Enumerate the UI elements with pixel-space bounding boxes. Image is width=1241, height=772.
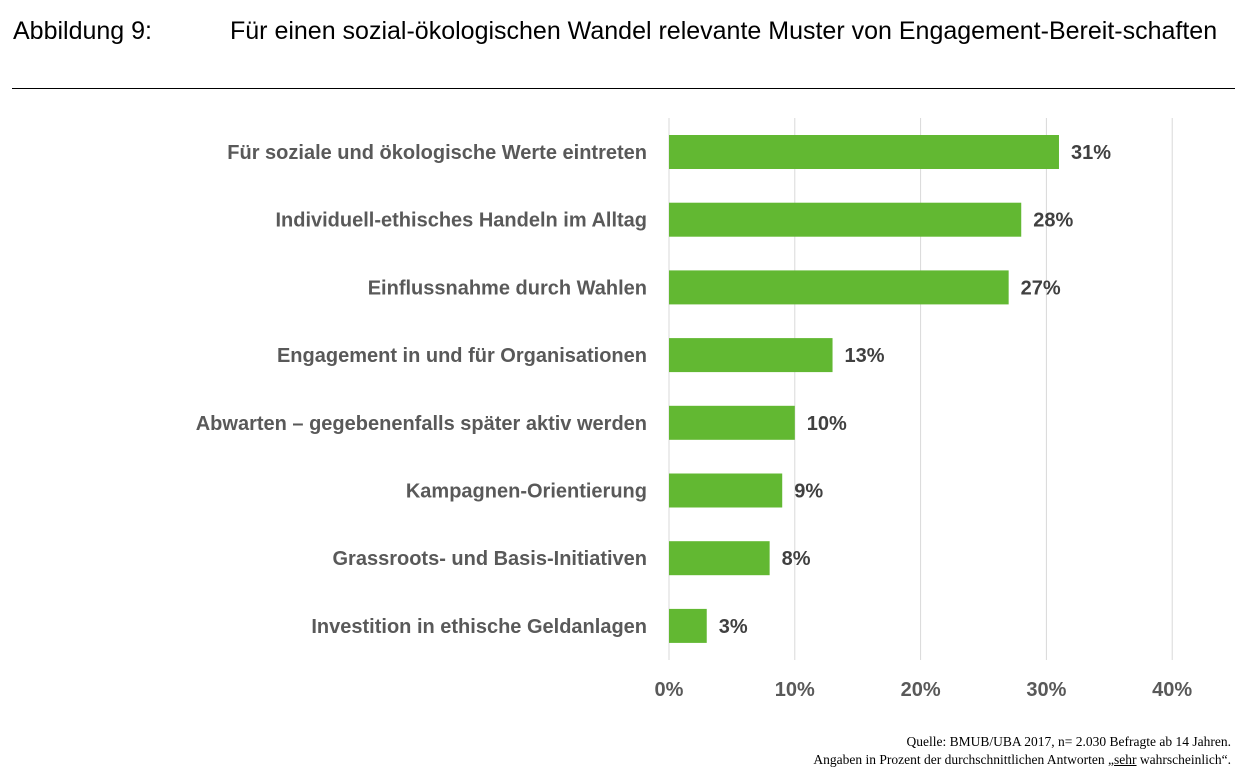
- bar: [669, 405, 795, 440]
- bar: [669, 270, 1009, 305]
- bar: [669, 135, 1059, 169]
- category-label: Grassroots- und Basis-Initiativen: [332, 548, 647, 570]
- value-label: 28%: [1033, 210, 1073, 232]
- category-label: Kampagnen-Orientierung: [406, 481, 647, 503]
- x-tick-label: 0%: [655, 679, 684, 701]
- bars: [669, 135, 1059, 643]
- bar: [669, 608, 707, 643]
- value-label: 9%: [794, 481, 823, 503]
- category-label: Individuell-ethisches Handeln im Alltag: [275, 210, 647, 232]
- x-tick-label: 10%: [775, 679, 815, 701]
- source-note-prefix: Angaben in Prozent der durchschnittliche…: [813, 752, 1115, 767]
- x-tick-label: 20%: [901, 679, 941, 701]
- labels: 0% 10% 20% 30% 40% Für soziale und ökologisch…: [196, 142, 1193, 701]
- bar: [669, 338, 833, 373]
- category-label: Für soziale und ökologische Werte eintre…: [227, 142, 647, 164]
- source-note-emphasis: sehr: [1114, 752, 1137, 767]
- category-label: Einflussnahme durch Wahlen: [368, 277, 647, 299]
- category-label: Engagement in und für Organisationen: [277, 345, 647, 367]
- value-label: 3%: [719, 616, 748, 638]
- title-divider: [12, 88, 1235, 89]
- category-label: Abwarten – gegebenenfalls später aktiv w…: [196, 413, 647, 435]
- source-note-units: Angaben in Prozent der durchschnittliche…: [813, 752, 1231, 768]
- value-label: 31%: [1071, 142, 1111, 164]
- x-tick-label: 30%: [1026, 679, 1066, 701]
- bar: [669, 541, 770, 576]
- figure-title: Für einen sozial-ökologischen Wandel rel…: [230, 17, 1218, 45]
- bar: [669, 202, 1022, 237]
- category-label: Investition in ethische Geldanlagen: [311, 616, 647, 638]
- bar: [669, 473, 783, 508]
- value-label: 8%: [782, 548, 811, 570]
- source-note: Quelle: BMUB/UBA 2017, n= 2.030 Befragte…: [906, 734, 1231, 749]
- value-label: 13%: [845, 345, 885, 367]
- x-tick-label: 40%: [1152, 679, 1192, 701]
- source-note-suffix: wahrscheinlich“.: [1136, 752, 1231, 767]
- gridlines: [668, 118, 1173, 660]
- value-label: 27%: [1021, 277, 1061, 299]
- value-label: 10%: [807, 413, 847, 435]
- figure-label: Abbildung 9:: [13, 17, 153, 45]
